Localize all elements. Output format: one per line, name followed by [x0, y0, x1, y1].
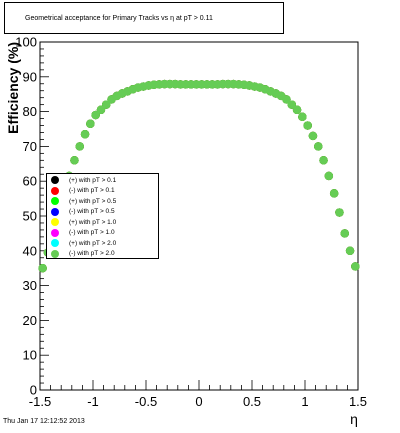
- data-point: [303, 121, 312, 130]
- legend-marker-icon: [51, 197, 59, 206]
- data-point: [292, 105, 302, 115]
- chart-legend: (+) with pT > 0.1 (-) with pT > 0.1 (+) wi…: [46, 173, 159, 259]
- data-point: [324, 171, 334, 181]
- chart-title-text: Geometrical acceptance for Primary Track…: [25, 14, 213, 22]
- timestamp-footer: Thu Jan 17 12:12:52 2013: [3, 418, 85, 425]
- y-tick-label: 20: [23, 313, 37, 328]
- legend-marker-icon: [51, 218, 59, 227]
- data-point: [282, 95, 291, 104]
- legend-label: (+) with pT > 0.5: [69, 197, 117, 205]
- data-point: [319, 156, 328, 165]
- data-point: [96, 105, 106, 115]
- x-tick-label: 0: [195, 394, 202, 409]
- data-point: [351, 262, 360, 271]
- legend-marker-icon: [51, 228, 59, 237]
- legend-item: (+) with pT > 0.1: [51, 175, 158, 186]
- x-axis-label: η: [350, 411, 358, 427]
- legend-item: (-) with pT > 1.0: [51, 228, 158, 239]
- chart-title: Geometrical acceptance for Primary Track…: [4, 2, 284, 34]
- x-tick-label: 1: [301, 394, 308, 409]
- legend-marker-icon: [51, 239, 59, 248]
- x-tick-label: -0.5: [135, 394, 157, 409]
- legend-label: (-) with pT > 1.0: [69, 229, 115, 237]
- legend-marker-icon: [51, 207, 59, 216]
- data-point: [91, 110, 100, 120]
- y-tick-label: 40: [23, 243, 37, 258]
- y-tick-label: 90: [23, 69, 37, 84]
- y-tick-label: 80: [23, 104, 37, 119]
- data-point: [298, 112, 307, 122]
- data-point: [70, 156, 79, 165]
- data-point: [287, 100, 296, 109]
- y-tick-label: 0: [30, 383, 37, 398]
- y-tick-label: 70: [23, 139, 37, 154]
- data-point: [86, 119, 95, 128]
- data-point: [314, 142, 323, 151]
- x-tick-label: 0.5: [243, 394, 261, 409]
- data-point: [335, 208, 344, 217]
- data-point: [38, 264, 47, 273]
- data-point: [75, 142, 84, 151]
- data-point: [345, 246, 355, 255]
- x-tick-label: -1: [87, 394, 99, 409]
- legend-item: (+) with pT > 1.0: [51, 217, 158, 228]
- legend-item: (-) with pT > 0.1: [51, 186, 158, 197]
- legend-item: (-) with pT > 0.5: [51, 207, 158, 218]
- legend-marker-icon: [51, 176, 59, 185]
- legend-marker-icon: [51, 186, 59, 195]
- legend-marker-icon: [51, 249, 59, 258]
- y-tick-label: 60: [23, 174, 37, 189]
- legend-item: (-) with pT > 2.0: [51, 249, 158, 260]
- data-point: [308, 131, 318, 141]
- legend-label: (-) with pT > 0.5: [69, 208, 115, 216]
- y-tick-label: 10: [23, 348, 37, 363]
- legend-item: (+) with pT > 2.0: [51, 238, 158, 249]
- data-point: [329, 189, 339, 198]
- legend-label: (+) with pT > 2.0: [69, 239, 117, 247]
- data-point: [80, 130, 90, 139]
- y-tick-label: 30: [23, 278, 37, 293]
- legend-item: (+) with pT > 0.5: [51, 196, 158, 207]
- y-tick-label: 50: [23, 209, 37, 224]
- legend-label: (-) with pT > 0.1: [69, 187, 115, 195]
- x-tick-label: 1.5: [349, 394, 367, 409]
- legend-label: (+) with pT > 0.1: [69, 176, 117, 184]
- x-tick-label: -1.5: [29, 394, 51, 409]
- y-axis-label: Efficiency (%): [5, 42, 21, 134]
- y-tick-label: 100: [15, 35, 37, 50]
- legend-label: (+) with pT > 1.0: [69, 218, 117, 226]
- data-point: [340, 229, 349, 238]
- data-point: [102, 100, 111, 109]
- legend-label: (-) with pT > 2.0: [69, 250, 115, 258]
